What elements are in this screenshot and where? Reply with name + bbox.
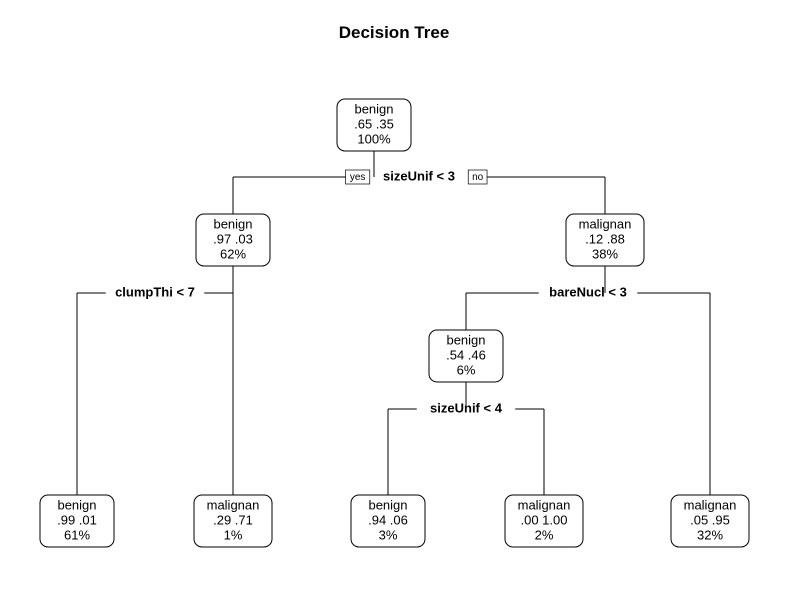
node-probs: .65 .35 [354, 116, 394, 131]
tree-node: malignan.29 .711% [194, 495, 272, 547]
node-probs: .12 .88 [585, 231, 625, 246]
node-percent: 32% [697, 527, 723, 542]
node-class-label: malignan [579, 216, 632, 231]
node-percent: 62% [220, 246, 246, 261]
node-percent: 100% [357, 131, 391, 146]
nodes: benign.65 .35100%benign.97 .0362%maligna… [40, 99, 749, 547]
tree-node: benign.65 .35100% [337, 99, 411, 151]
decision-tree-diagram: sizeUnif < 3 yes no clumpThi < 7 bareNucl < … [0, 0, 788, 613]
tree-node: benign.99 .0161% [40, 495, 114, 547]
edges [77, 151, 710, 495]
node-class-label: benign [368, 497, 407, 512]
no-label: no [472, 172, 484, 183]
node-percent: 2% [535, 527, 554, 542]
node-probs: .99 .01 [57, 512, 97, 527]
split-label: bareNucl < 3 [549, 284, 627, 299]
node-class-label: benign [354, 101, 393, 116]
node-percent: 1% [224, 527, 243, 542]
node-class-label: benign [57, 497, 96, 512]
node-probs: .97 .03 [213, 231, 253, 246]
node-probs: .54 .46 [446, 347, 486, 362]
tree-node: benign.94 .063% [351, 495, 425, 547]
chart-title: Decision Tree [339, 23, 450, 42]
tree-node: malignan.00 1.002% [505, 495, 583, 547]
node-class-label: malignan [518, 497, 571, 512]
node-class-label: malignan [684, 497, 737, 512]
tree-node: malignan.12 .8838% [566, 214, 644, 266]
node-class-label: benign [446, 332, 485, 347]
node-probs: .00 1.00 [521, 512, 568, 527]
node-probs: .05 .95 [690, 512, 730, 527]
node-probs: .29 .71 [213, 512, 253, 527]
split-label: sizeUnif < 4 [430, 400, 503, 415]
node-class-label: benign [213, 216, 252, 231]
tree-node: benign.97 .0362% [196, 214, 270, 266]
split-label: sizeUnif < 3 [383, 168, 455, 183]
split-label: clumpThi < 7 [115, 284, 195, 299]
tree-node: benign.54 .466% [429, 330, 503, 382]
node-class-label: malignan [207, 497, 260, 512]
node-percent: 3% [379, 527, 398, 542]
split-labels: sizeUnif < 3 yes no clumpThi < 7 bareNucl < … [115, 168, 627, 415]
node-percent: 38% [592, 246, 618, 261]
node-percent: 61% [64, 527, 90, 542]
node-probs: .94 .06 [368, 512, 408, 527]
tree-node: malignan.05 .9532% [671, 495, 749, 547]
yes-label: yes [350, 172, 366, 183]
node-percent: 6% [457, 362, 476, 377]
